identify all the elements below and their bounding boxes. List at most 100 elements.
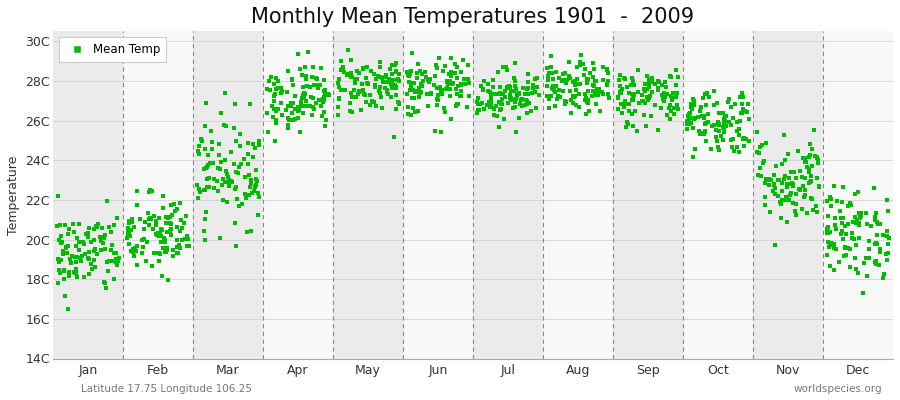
Point (471, 107, 485, 114)
Point (522, 100, 536, 106)
Point (627, 82, 642, 89)
Point (730, 144, 744, 150)
Point (611, 106, 625, 112)
Point (860, 273, 875, 279)
Point (799, 159, 814, 165)
Point (508, 99, 522, 105)
Point (271, 78, 285, 84)
Point (705, 122, 719, 129)
Point (312, 97, 327, 103)
Point (651, 78, 665, 85)
Point (318, 87, 332, 93)
Point (657, 90, 671, 96)
Point (389, 68, 403, 75)
Point (274, 90, 288, 96)
Point (220, 174, 235, 180)
Point (680, 125, 694, 132)
Point (152, 258, 166, 264)
Point (121, 227, 135, 234)
Point (572, 91, 587, 97)
Point (407, 80, 421, 86)
Point (50, 223, 64, 230)
Point (82, 225, 96, 232)
Point (163, 214, 177, 220)
Point (404, 82, 419, 88)
Point (757, 158, 771, 164)
Point (701, 119, 716, 126)
Point (212, 141, 226, 147)
Point (509, 92, 524, 99)
Point (144, 188, 158, 194)
Point (873, 221, 887, 227)
Point (378, 84, 392, 91)
Point (474, 82, 489, 89)
Point (317, 109, 331, 116)
Point (216, 176, 230, 182)
Point (820, 230, 834, 236)
Point (483, 94, 498, 101)
Point (61, 269, 76, 276)
Point (716, 117, 731, 124)
Point (140, 210, 155, 216)
Point (781, 175, 796, 182)
Point (480, 102, 494, 108)
Point (200, 176, 214, 182)
Point (389, 92, 403, 98)
Point (67, 228, 81, 235)
Point (508, 86, 523, 92)
Point (450, 101, 464, 108)
Point (590, 90, 605, 97)
Point (299, 98, 313, 104)
Point (599, 66, 614, 72)
Point (147, 212, 161, 219)
Point (412, 85, 427, 91)
Point (296, 110, 310, 116)
Point (545, 86, 560, 92)
Point (839, 230, 853, 237)
Point (347, 80, 362, 86)
Point (401, 72, 416, 78)
Point (842, 264, 857, 270)
Point (214, 159, 229, 166)
Point (753, 165, 768, 171)
Point (592, 86, 607, 92)
Point (306, 94, 320, 101)
Point (688, 115, 702, 121)
Point (279, 107, 293, 113)
Point (484, 90, 499, 97)
Point (281, 115, 295, 121)
Point (473, 101, 488, 108)
Point (772, 176, 787, 183)
Point (451, 101, 465, 108)
Point (556, 77, 571, 83)
Point (244, 228, 258, 234)
Point (580, 97, 595, 104)
Point (438, 109, 453, 116)
Point (410, 61, 425, 68)
Point (828, 222, 842, 228)
Point (810, 175, 824, 181)
Point (231, 203, 246, 210)
Point (448, 86, 463, 93)
Point (99, 285, 113, 292)
Point (266, 106, 281, 112)
Point (69, 270, 84, 277)
Point (205, 139, 220, 145)
Point (384, 81, 399, 88)
Point (611, 76, 625, 83)
Bar (263, 31, 333, 358)
Point (344, 90, 358, 96)
Point (284, 110, 299, 116)
Point (79, 231, 94, 237)
Point (159, 214, 174, 220)
Point (717, 129, 732, 135)
Point (584, 93, 598, 99)
Point (281, 102, 295, 109)
Point (404, 95, 419, 101)
Point (551, 93, 565, 99)
Point (306, 104, 320, 110)
Point (260, 129, 274, 135)
Point (237, 156, 251, 162)
Point (753, 144, 768, 150)
Point (524, 108, 538, 114)
